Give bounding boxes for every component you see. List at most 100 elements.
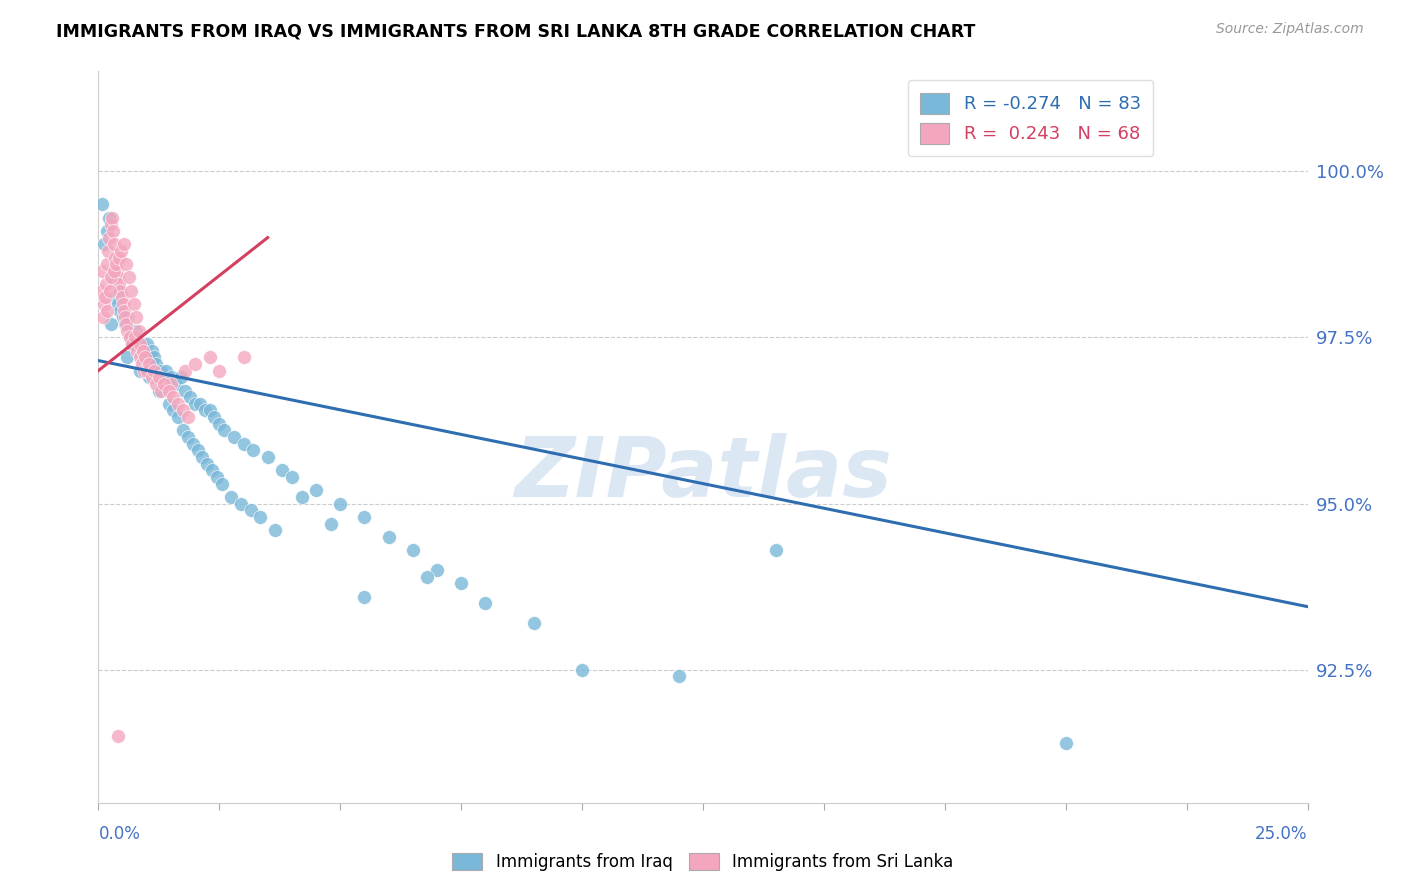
Point xyxy=(129,337,152,351)
Point xyxy=(174,384,197,398)
Point xyxy=(100,217,122,231)
Point xyxy=(111,310,134,325)
Point xyxy=(127,343,149,358)
Point xyxy=(765,543,787,558)
Point xyxy=(194,403,217,417)
Point xyxy=(98,211,121,225)
Point xyxy=(305,483,328,498)
Point xyxy=(184,397,207,411)
Point xyxy=(132,343,155,358)
Point xyxy=(91,197,114,211)
Point xyxy=(121,330,143,344)
Point xyxy=(162,390,184,404)
Point xyxy=(188,397,211,411)
Point xyxy=(96,257,118,271)
Point xyxy=(117,324,139,338)
Point xyxy=(450,576,472,591)
Point xyxy=(329,497,352,511)
Point xyxy=(135,337,157,351)
Point xyxy=(107,284,129,298)
Point xyxy=(112,237,135,252)
Point xyxy=(134,343,156,358)
Point xyxy=(221,490,243,504)
Point xyxy=(128,363,150,377)
Point xyxy=(165,376,187,391)
Point xyxy=(118,270,141,285)
Point xyxy=(98,284,121,298)
Point xyxy=(114,310,136,325)
Point xyxy=(571,663,593,677)
Point xyxy=(101,224,124,238)
Point xyxy=(167,410,190,425)
Point xyxy=(155,363,177,377)
Point xyxy=(157,397,180,411)
Point xyxy=(208,417,231,431)
Point xyxy=(212,424,235,438)
Point xyxy=(100,270,122,285)
Point xyxy=(131,337,153,351)
Point xyxy=(111,297,134,311)
Point xyxy=(145,376,167,391)
Point xyxy=(191,450,214,464)
Point xyxy=(112,303,135,318)
Point xyxy=(141,370,163,384)
Point xyxy=(353,509,375,524)
Point xyxy=(111,290,134,304)
Point xyxy=(124,310,146,325)
Point xyxy=(108,303,131,318)
Point xyxy=(103,237,125,252)
Point xyxy=(107,270,129,285)
Point xyxy=(104,290,127,304)
Point xyxy=(195,457,218,471)
Point xyxy=(152,376,174,391)
Point xyxy=(232,351,254,365)
Legend: R = -0.274   N = 83, R =  0.243   N = 68: R = -0.274 N = 83, R = 0.243 N = 68 xyxy=(908,80,1153,156)
Point xyxy=(138,351,160,365)
Point xyxy=(523,616,546,631)
Point xyxy=(131,357,153,371)
Point xyxy=(474,596,496,610)
Point xyxy=(426,563,449,577)
Point xyxy=(118,330,141,344)
Point xyxy=(121,337,143,351)
Text: IMMIGRANTS FROM IRAQ VS IMMIGRANTS FROM SRI LANKA 8TH GRADE CORRELATION CHART: IMMIGRANTS FROM IRAQ VS IMMIGRANTS FROM … xyxy=(56,22,976,40)
Point xyxy=(110,244,132,258)
Point xyxy=(107,277,129,292)
Point xyxy=(184,357,207,371)
Point xyxy=(127,330,149,344)
Point xyxy=(222,430,245,444)
Point xyxy=(187,443,209,458)
Point xyxy=(145,357,167,371)
Point xyxy=(402,543,425,558)
Point xyxy=(128,324,150,338)
Point xyxy=(108,251,131,265)
Point xyxy=(377,530,399,544)
Point xyxy=(198,403,221,417)
Point xyxy=(211,476,233,491)
Point xyxy=(201,463,224,477)
Point xyxy=(353,590,375,604)
Point xyxy=(249,509,271,524)
Text: 0.0%: 0.0% xyxy=(98,825,141,843)
Point xyxy=(174,363,197,377)
Point xyxy=(118,330,141,344)
Point xyxy=(271,463,294,477)
Point xyxy=(198,351,221,365)
Point xyxy=(162,403,184,417)
Legend: Immigrants from Iraq, Immigrants from Sri Lanka: Immigrants from Iraq, Immigrants from Sr… xyxy=(444,845,962,880)
Point xyxy=(115,317,138,331)
Point xyxy=(117,310,139,325)
Point xyxy=(124,324,146,338)
Point xyxy=(150,384,173,398)
Point xyxy=(100,317,122,331)
Point xyxy=(264,523,287,537)
Point xyxy=(160,376,183,391)
Text: Source: ZipAtlas.com: Source: ZipAtlas.com xyxy=(1216,22,1364,37)
Point xyxy=(177,410,200,425)
Point xyxy=(93,237,115,252)
Point xyxy=(138,370,160,384)
Point xyxy=(167,397,190,411)
Point xyxy=(290,490,312,504)
Point xyxy=(138,357,160,371)
Point xyxy=(232,436,254,450)
